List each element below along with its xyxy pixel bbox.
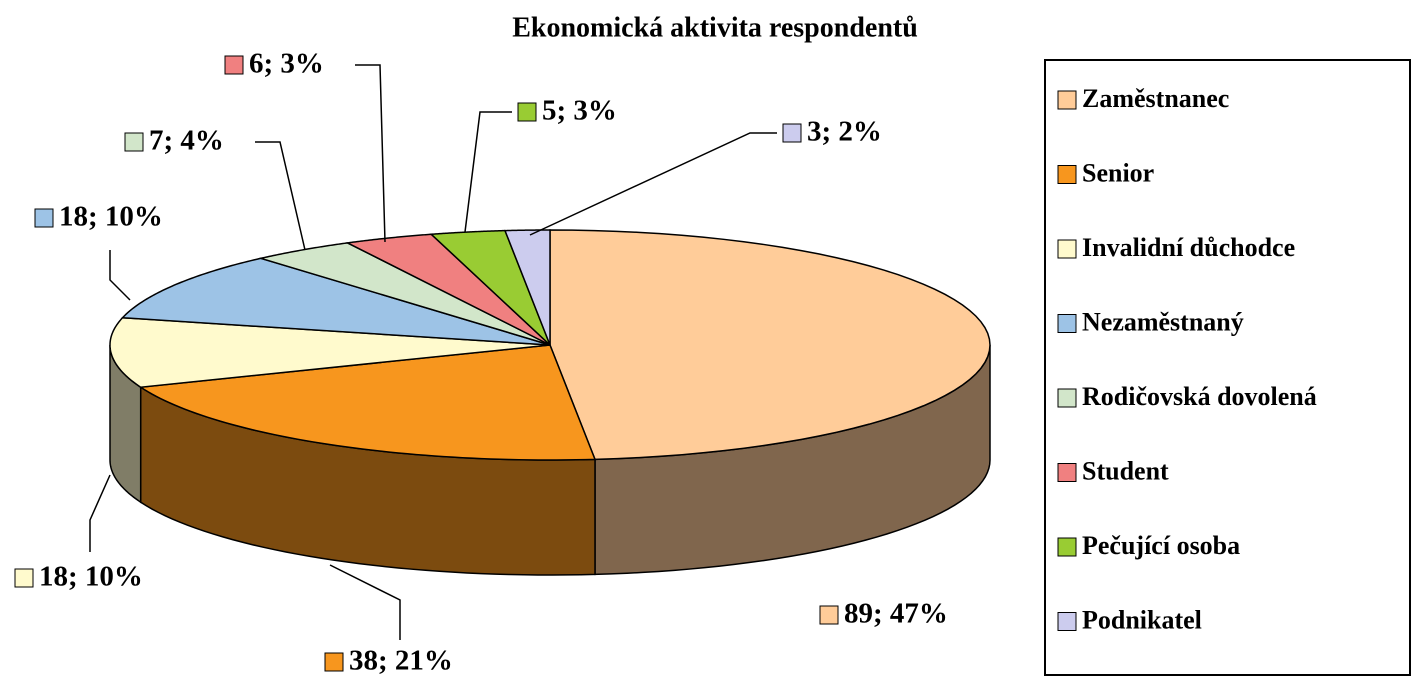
legend-box: [1044, 59, 1411, 676]
slice: [120, 257, 551, 346]
data-label: 38; 21%: [349, 645, 453, 677]
legend-swatch: [1057, 90, 1077, 110]
data-label: 6; 3%: [249, 48, 324, 80]
legend-swatch: [1057, 463, 1077, 482]
label-swatch: [324, 652, 344, 672]
legend-label: Rodičovská dovolená: [1082, 382, 1317, 411]
leader-line: [529, 132, 777, 236]
leader-line: [355, 64, 386, 243]
legend-label: Nezaměstnaný: [1082, 307, 1244, 336]
slice: [109, 317, 551, 388]
label-swatch: [14, 568, 34, 588]
legend-label: Zaměstnanec: [1082, 84, 1229, 113]
legend-swatch: [1057, 314, 1077, 333]
legend-label: Invalidní důchodce: [1082, 233, 1295, 262]
label-swatch: [124, 132, 144, 152]
data-label: 3; 2%: [807, 116, 882, 148]
legend-swatch: [1057, 165, 1077, 184]
data-label: 18; 10%: [39, 561, 143, 593]
data-label: 5; 3%: [542, 95, 617, 127]
slice: [549, 229, 991, 461]
legend-swatch: [1057, 239, 1077, 259]
leader-line: [464, 111, 512, 233]
label-swatch: [224, 55, 244, 75]
legend-swatch: [1057, 612, 1077, 631]
slice: [503, 229, 551, 346]
slice: [257, 242, 551, 346]
label-swatch: [517, 102, 537, 122]
leader-line: [255, 141, 306, 251]
legend-label: Senior: [1082, 158, 1154, 187]
slice: [429, 229, 551, 346]
legend-label: Podnikatel: [1082, 605, 1202, 634]
label-swatch: [819, 605, 839, 625]
legend-label: Student: [1082, 456, 1169, 485]
slice: [345, 233, 551, 346]
legend-swatch: [1057, 537, 1077, 557]
data-label: 7; 4%: [149, 125, 224, 157]
label-swatch: [34, 208, 54, 228]
leader-line: [89, 474, 111, 552]
slice: [138, 344, 597, 461]
label-swatch: [782, 123, 802, 143]
data-label: 89; 47%: [844, 598, 948, 630]
leader-line: [109, 250, 131, 301]
data-label: 18; 10%: [59, 201, 163, 233]
leader-line: [329, 564, 401, 640]
chart-title: Ekonomická aktivita respondentů: [512, 12, 918, 43]
legend-swatch: [1057, 388, 1077, 408]
legend-label: Pečující osoba: [1082, 531, 1240, 560]
